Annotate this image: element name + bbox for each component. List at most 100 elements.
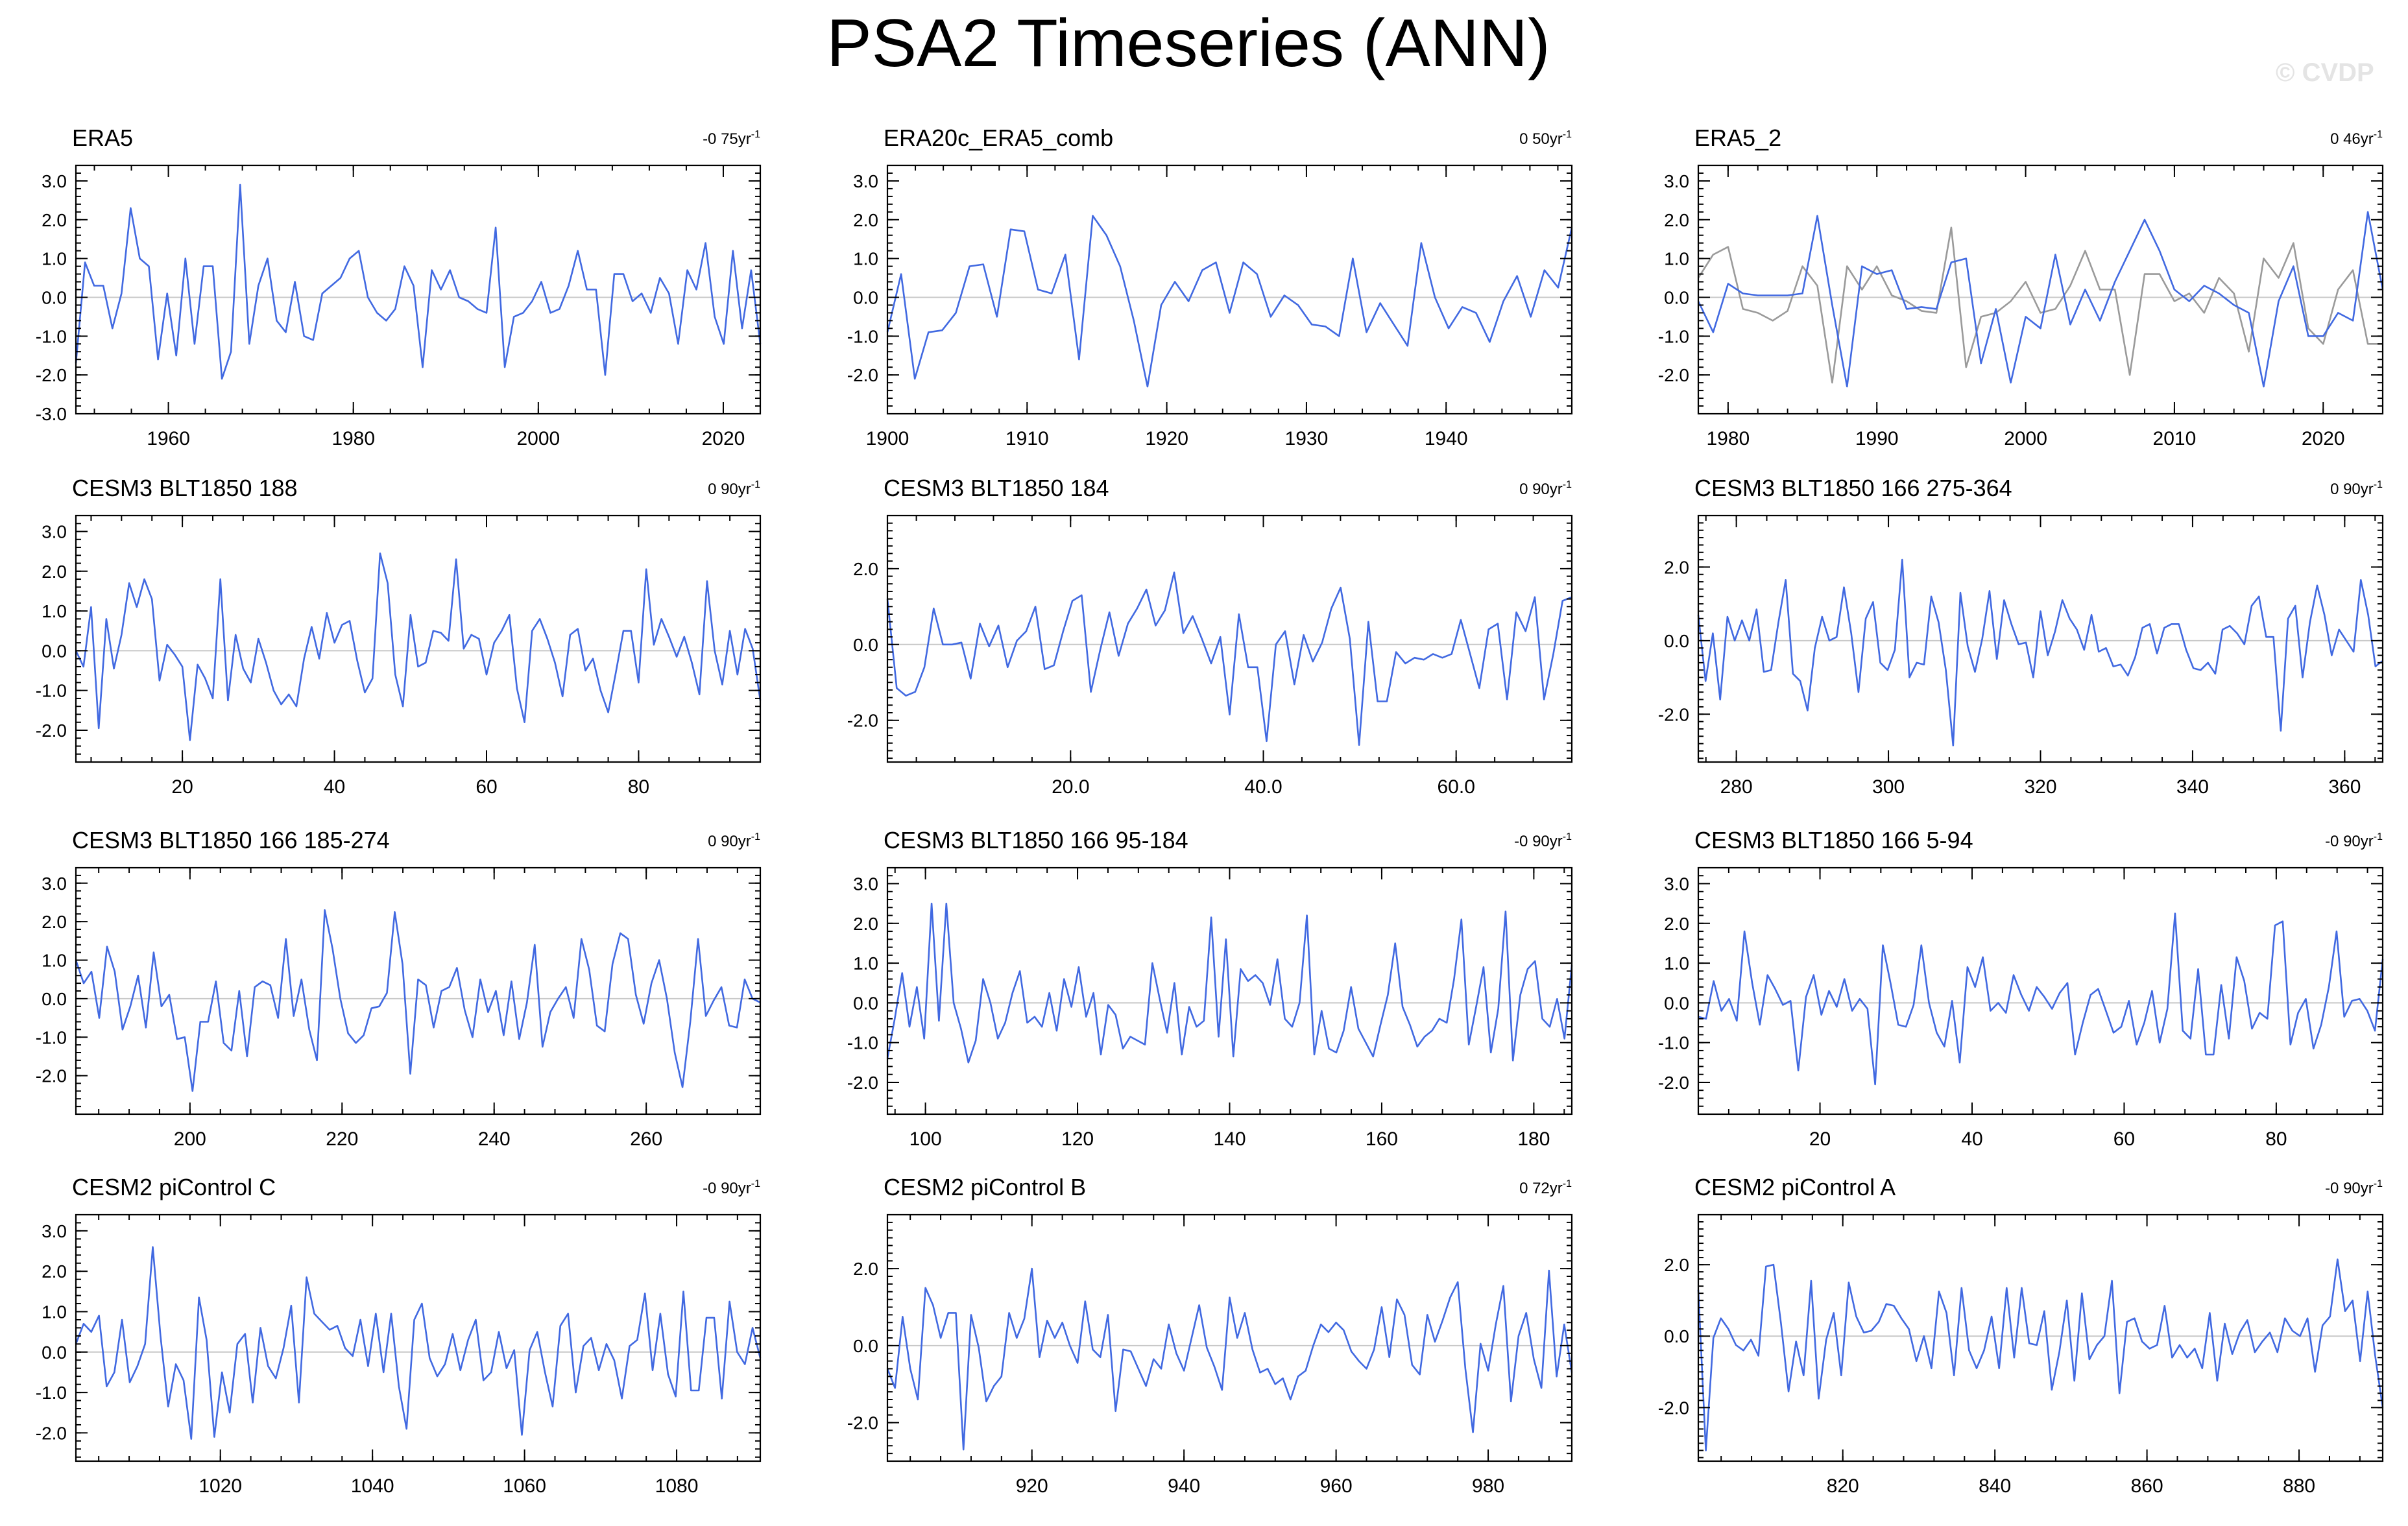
trend-label: 0 72yr-1 <box>1519 1178 1572 1197</box>
y-tick-label: 1.0 <box>1664 953 1689 973</box>
y-tick-label: 0.0 <box>1664 287 1689 307</box>
panel-title: CESM2 piControl B <box>884 1174 1086 1200</box>
x-tick-label: 1900 <box>866 428 909 449</box>
chart-panel: 200 220 240 260 -2.0 -1.0 0.0 1.0 2.0 3.0 CESM3 BL… <box>36 827 762 1150</box>
y-tick-label: -2.0 <box>36 721 67 741</box>
x-tick-label: 2020 <box>2302 428 2345 449</box>
y-tick-label: -1.0 <box>36 1383 67 1403</box>
x-tick-label: 20 <box>171 776 193 798</box>
plot-frame <box>1697 866 2384 1115</box>
trend-unit: -1 <box>2374 129 2383 140</box>
chart-panel: 920 940 960 980 -2.0 0.0 2.0 CESM2 piControl B 0… <box>847 1174 1573 1497</box>
chart-panel: 20 40 60 80 -2.0 -1.0 0.0 1.0 2.0 3.0 CESM3 BLT185… <box>1658 827 2384 1150</box>
y-tick-label: 2.0 <box>853 914 878 934</box>
x-tick-label: 1980 <box>331 428 375 449</box>
y-tick-label: 2.0 <box>853 559 878 579</box>
panel-title: CESM3 BLT1850 188 <box>72 475 298 501</box>
chart-panel: 20 40 60 80 -2.0 -1.0 0.0 1.0 2.0 3.0 CESM3 BLT185… <box>36 475 762 798</box>
x-tick-label: 2020 <box>702 428 745 449</box>
chart-panel: 820 840 860 880 -2.0 0.0 2.0 CESM2 piControl A -… <box>1658 1174 2384 1497</box>
x-tick-label: 40 <box>324 776 345 798</box>
trend-label: 0 46yr-1 <box>2330 129 2383 148</box>
y-tick-label: 0.0 <box>42 989 67 1009</box>
y-tick-label: 3.0 <box>42 171 67 191</box>
trend-label: 0 50yr-1 <box>1519 129 1572 148</box>
y-tick-label: 0.0 <box>853 287 878 307</box>
y-tick-label: 0.0 <box>1664 993 1689 1013</box>
panel-title: CESM3 BLT1850 184 <box>884 475 1109 501</box>
x-tick-label: 60 <box>2113 1128 2135 1150</box>
panel-title: ERA5 <box>72 125 133 151</box>
trend-unit: -1 <box>1563 129 1572 140</box>
y-tick-label: 1.0 <box>853 249 878 269</box>
y-tick-label: 1.0 <box>42 601 67 621</box>
trend-label: -0 90yr-1 <box>703 1178 760 1197</box>
panel-title: CESM3 BLT1850 166 95-184 <box>884 827 1188 853</box>
y-tick-label: 2.0 <box>1664 210 1689 230</box>
series-line <box>75 1246 762 1440</box>
x-tick-label: 1060 <box>503 1475 546 1497</box>
y-tick-label: 2.0 <box>1664 1255 1689 1275</box>
x-tick-label: 140 <box>1213 1128 1246 1150</box>
chart-panel: 1020 1040 1060 1080 -2.0 -1.0 0.0 1.0 2.0 3.0 CESM… <box>36 1174 762 1497</box>
panel-title: CESM3 BLT1850 166 5-94 <box>1694 827 1973 853</box>
panel-title: CESM3 BLT1850 166 185-274 <box>72 827 390 853</box>
panel-title: CESM3 BLT1850 166 275-364 <box>1694 475 2012 501</box>
page-title: PSA2 Timeseries (ANN) <box>826 6 1550 81</box>
chart-panel: 280 300 320 340 360 -2.0 0.0 2.0 CESM3 BLT1850 1… <box>1658 475 2384 798</box>
x-tick-label: 260 <box>630 1128 662 1150</box>
y-tick-label: 3.0 <box>42 1221 67 1241</box>
y-tick-label: 0.0 <box>42 287 67 307</box>
x-tick-label: 220 <box>326 1128 358 1150</box>
x-tick-label: 1040 <box>351 1475 394 1497</box>
trend-label: -0 90yr-1 <box>2325 831 2383 850</box>
x-tick-label: 360 <box>2328 776 2361 798</box>
trend-unit: -1 <box>751 129 760 140</box>
series-line <box>1698 912 2384 1086</box>
y-tick-label: -3.0 <box>36 404 67 424</box>
x-tick-label: 2000 <box>2004 428 2047 449</box>
x-tick-label: 60.0 <box>1437 776 1475 798</box>
y-tick-label: 0.0 <box>42 641 67 661</box>
x-tick-label: 1080 <box>655 1475 699 1497</box>
y-tick-label: 0.0 <box>1664 1326 1689 1346</box>
panel-title: CESM2 piControl A <box>1694 1174 1896 1200</box>
trend-label: 0 90yr-1 <box>708 831 760 850</box>
y-tick-label: 2.0 <box>42 912 67 932</box>
y-tick-label: -2.0 <box>1658 704 1689 724</box>
y-tick-label: -2.0 <box>1658 1073 1689 1093</box>
x-tick-label: 280 <box>1720 776 1753 798</box>
series-line <box>1697 558 2383 746</box>
y-tick-label: 0.0 <box>853 1336 878 1356</box>
y-tick-label: -1.0 <box>847 1033 878 1053</box>
x-tick-label: 40.0 <box>1244 776 1282 798</box>
plot-frame <box>75 1213 762 1462</box>
y-tick-label: 2.0 <box>1664 914 1689 934</box>
x-tick-label: 880 <box>2283 1475 2315 1497</box>
trend-unit: -1 <box>2374 831 2383 842</box>
x-tick-label: 320 <box>2024 776 2056 798</box>
x-tick-label: 100 <box>909 1128 942 1150</box>
x-tick-label: 20.0 <box>1052 776 1089 798</box>
y-tick-label: 3.0 <box>853 171 878 191</box>
trend-unit: -1 <box>1563 1178 1572 1189</box>
y-tick-label: 2.0 <box>1664 557 1689 577</box>
x-tick-label: 820 <box>1827 1475 1859 1497</box>
x-tick-label: 80 <box>628 776 649 798</box>
y-tick-label: -2.0 <box>847 1413 878 1433</box>
y-tick-label: 3.0 <box>1664 874 1689 894</box>
series-line <box>886 1267 1573 1451</box>
y-tick-label: 0.0 <box>1664 631 1689 651</box>
trend-unit: -1 <box>751 1178 760 1189</box>
series-line <box>1697 226 2383 384</box>
plot-frame <box>1697 1213 2384 1462</box>
series-line <box>75 909 761 1092</box>
x-tick-label: 920 <box>1016 1475 1048 1497</box>
y-tick-label: -2.0 <box>847 1073 878 1093</box>
y-tick-label: 1.0 <box>42 1302 67 1322</box>
x-tick-label: 1960 <box>147 428 190 449</box>
trend-label: -0 90yr-1 <box>1514 831 1572 850</box>
chart-panel: 1980 1990 2000 2010 2020 -2.0 -1.0 0.0 1.0 2.0 3.0… <box>1658 125 2384 449</box>
x-tick-label: 1990 <box>1855 428 1899 449</box>
x-tick-label: 120 <box>1061 1128 1094 1150</box>
